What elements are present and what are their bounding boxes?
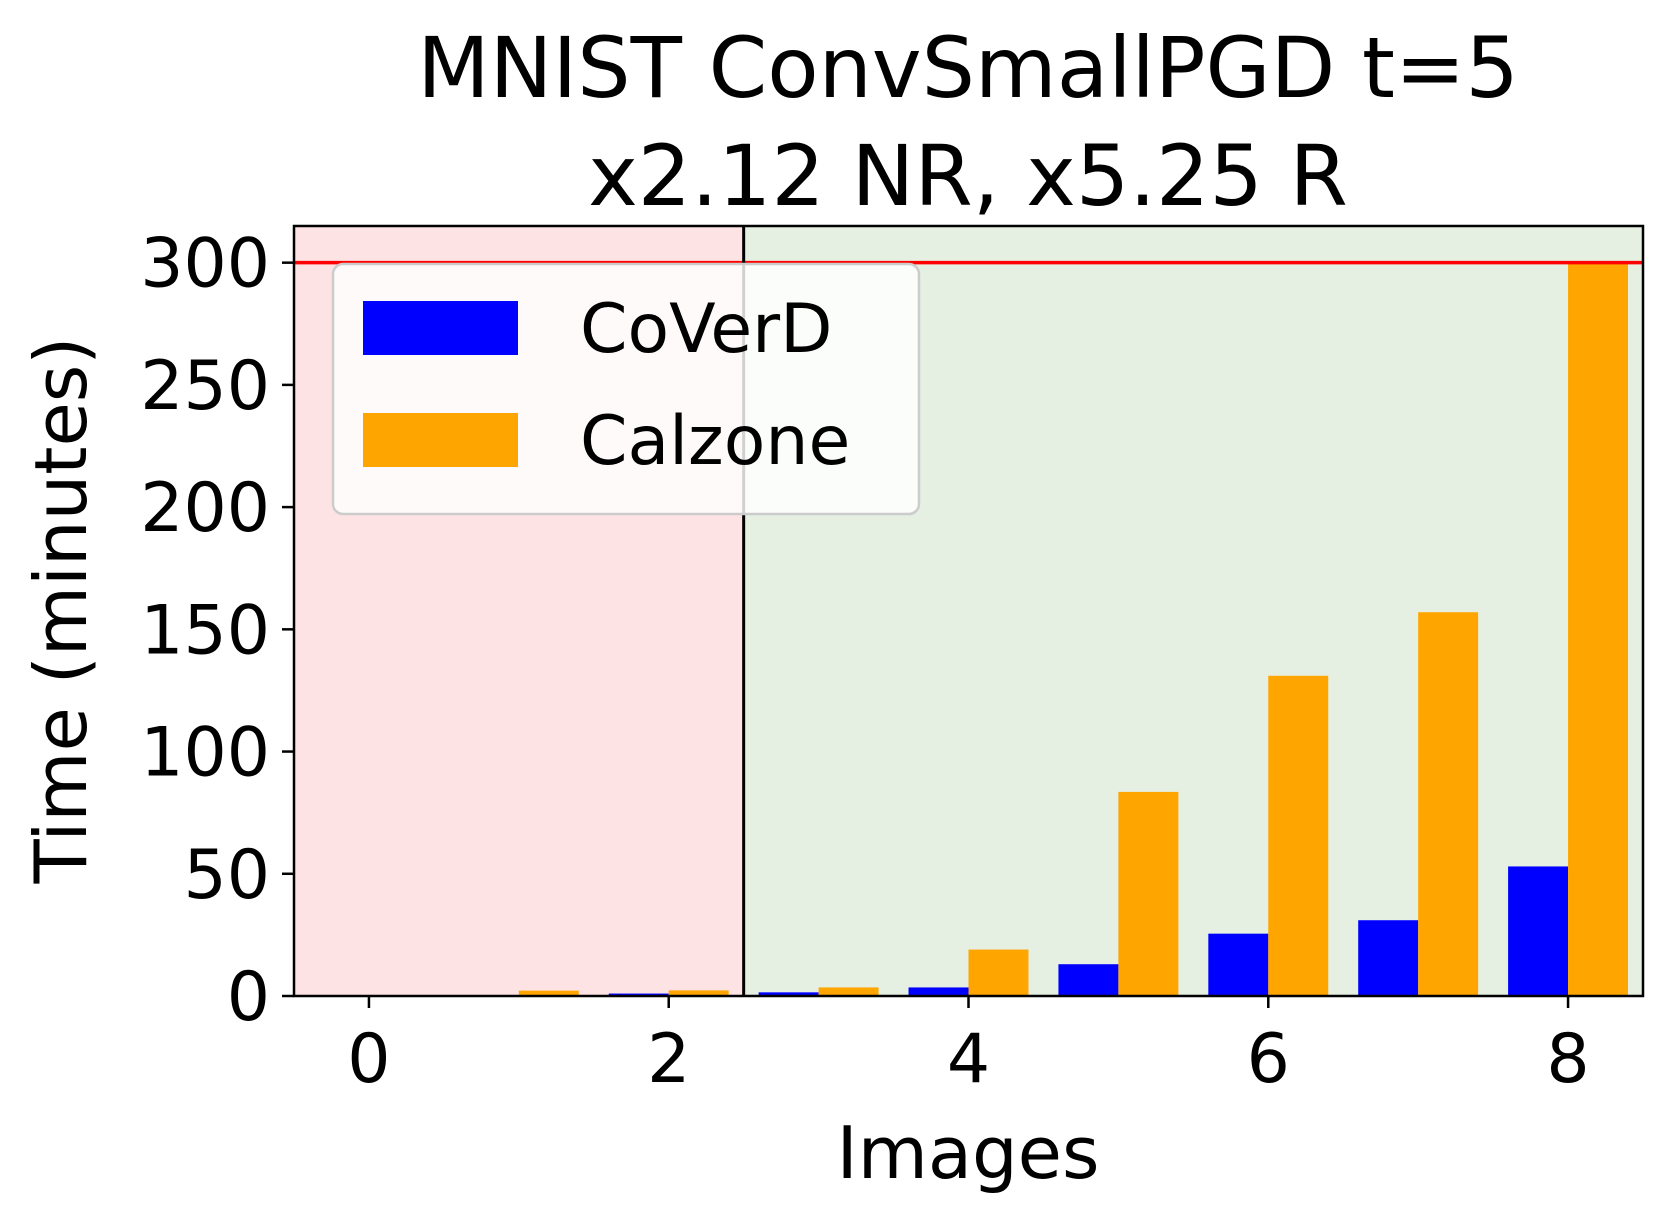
y-tick-label-300: 300 <box>140 225 270 304</box>
x-tick-label-8: 8 <box>1546 1020 1589 1099</box>
legend-label-calzone: Calzone <box>580 402 850 481</box>
y-tick-label-150: 150 <box>140 591 270 670</box>
bar-calzone-7 <box>1418 612 1479 996</box>
y-tick-label-100: 100 <box>140 714 270 793</box>
x-tick-label-6: 6 <box>1247 1020 1290 1099</box>
legend: CoVerD Calzone <box>331 262 921 516</box>
title-line-0: MNIST ConvSmallPGD t=5 <box>417 19 1519 117</box>
y-axis-label: Time (minutes) <box>19 337 103 885</box>
bar-calzone-4 <box>968 949 1029 996</box>
y-tick-label-50: 50 <box>183 836 270 915</box>
bar-calzone-2 <box>668 990 729 996</box>
x-tick-label-4: 4 <box>947 1020 990 1099</box>
y-tick-label-250: 250 <box>140 347 270 426</box>
x-axis-label: Images <box>836 1111 1099 1195</box>
bar-coverd-6 <box>1208 933 1269 996</box>
x-tick-label-2: 2 <box>647 1020 690 1099</box>
chart-title: MNIST ConvSmallPGD t=5 x2.12 NR, x5.25 R <box>417 19 1519 225</box>
y-tick-label-200: 200 <box>140 469 270 548</box>
title-line-1: x2.12 NR, x5.25 R <box>588 127 1348 225</box>
bar-calzone-5 <box>1118 791 1179 996</box>
y-tick-label-0: 0 <box>227 958 270 1037</box>
bar-calzone-1 <box>518 990 579 996</box>
axes: 0 2 4 6 8 0 50 100 150 200 250 300 Images Time (minut… <box>19 225 1645 1195</box>
bar-coverd-5 <box>1058 964 1119 996</box>
legend-swatch-coverd <box>363 301 518 355</box>
bar-calzone-6 <box>1268 675 1329 996</box>
bar-calzone-8 <box>1568 262 1629 997</box>
bar-coverd-8 <box>1508 866 1569 996</box>
bars <box>308 262 1629 997</box>
x-tick-label-0: 0 <box>347 1020 390 1099</box>
legend-swatch-calzone <box>363 413 518 467</box>
legend-label-coverd: CoVerD <box>580 290 832 369</box>
bar-coverd-3 <box>758 992 819 996</box>
bar-coverd-4 <box>908 987 969 996</box>
bar-coverd-7 <box>1358 920 1419 996</box>
bar-calzone-3 <box>818 987 879 996</box>
